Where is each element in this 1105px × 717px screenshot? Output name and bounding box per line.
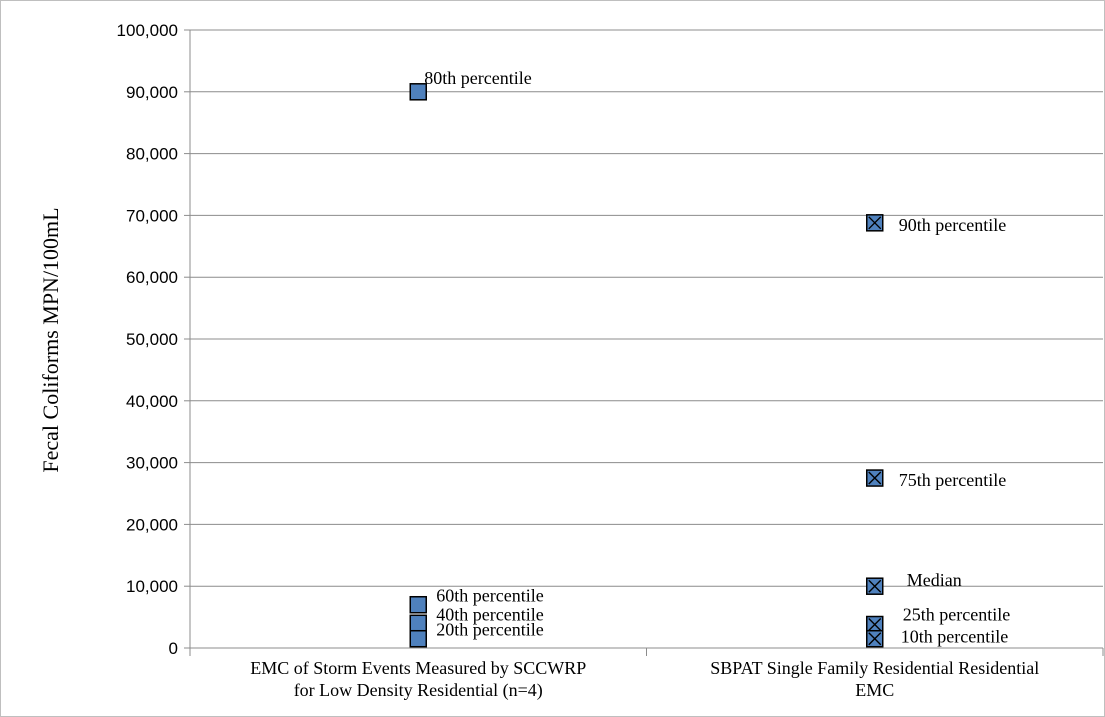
data-point-cross — [868, 579, 882, 593]
data-point-label: 20th percentile — [436, 620, 543, 640]
y-tick-label: 100,000 — [117, 21, 178, 40]
data-point-marker — [409, 629, 427, 648]
data-point-label: 60th percentile — [436, 586, 543, 606]
x-category-label: EMC — [855, 680, 894, 700]
y-tick-label: 20,000 — [126, 515, 178, 534]
x-category-label: SBPAT Single Family Residential Resident… — [710, 658, 1039, 678]
data-point-label: 80th percentile — [424, 68, 531, 88]
y-tick-label: 30,000 — [126, 454, 178, 473]
data-point-cross — [868, 471, 882, 485]
data-point-label: Median — [907, 570, 962, 590]
data-point-marker — [409, 614, 427, 633]
data-point-marker — [409, 83, 427, 101]
data-point-label: 25th percentile — [903, 605, 1010, 625]
y-tick-label: 0 — [169, 639, 178, 658]
y-tick-label: 50,000 — [126, 330, 178, 349]
gridlines — [190, 29, 1103, 587]
y-tick-label: 10,000 — [126, 577, 178, 596]
x-category-label: for Low Density Residential (n=4) — [294, 680, 543, 701]
x-category-label: EMC of Storm Events Measured by SCCWRP — [250, 658, 586, 678]
data-point-marker — [409, 595, 427, 614]
category-labels: EMC of Storm Events Measured by SCCWRPfo… — [189, 648, 1104, 701]
y-axis-label: Fecal Coliforms MPN/100mL — [38, 207, 63, 472]
y-axis-ticks: 0 10,000 20,000 30,000 40,000 50,000 60,000 70,… — [117, 21, 190, 658]
data-point-cross — [868, 632, 882, 646]
y-tick-label: 70,000 — [126, 206, 178, 225]
y-tick-label: 60,000 — [126, 268, 178, 287]
y-tick-label: 90,000 — [126, 83, 178, 102]
data-point-label: 75th percentile — [899, 470, 1006, 490]
data-markers — [409, 83, 884, 648]
data-point-label: 90th percentile — [899, 215, 1006, 235]
data-point-cross — [868, 216, 882, 230]
data-point-label: 40th percentile — [436, 604, 543, 624]
y-tick-label: 40,000 — [126, 392, 178, 411]
data-point-label: 10th percentile — [901, 627, 1008, 647]
y-tick-label: 80,000 — [126, 145, 178, 164]
data-point-cross — [868, 618, 882, 632]
